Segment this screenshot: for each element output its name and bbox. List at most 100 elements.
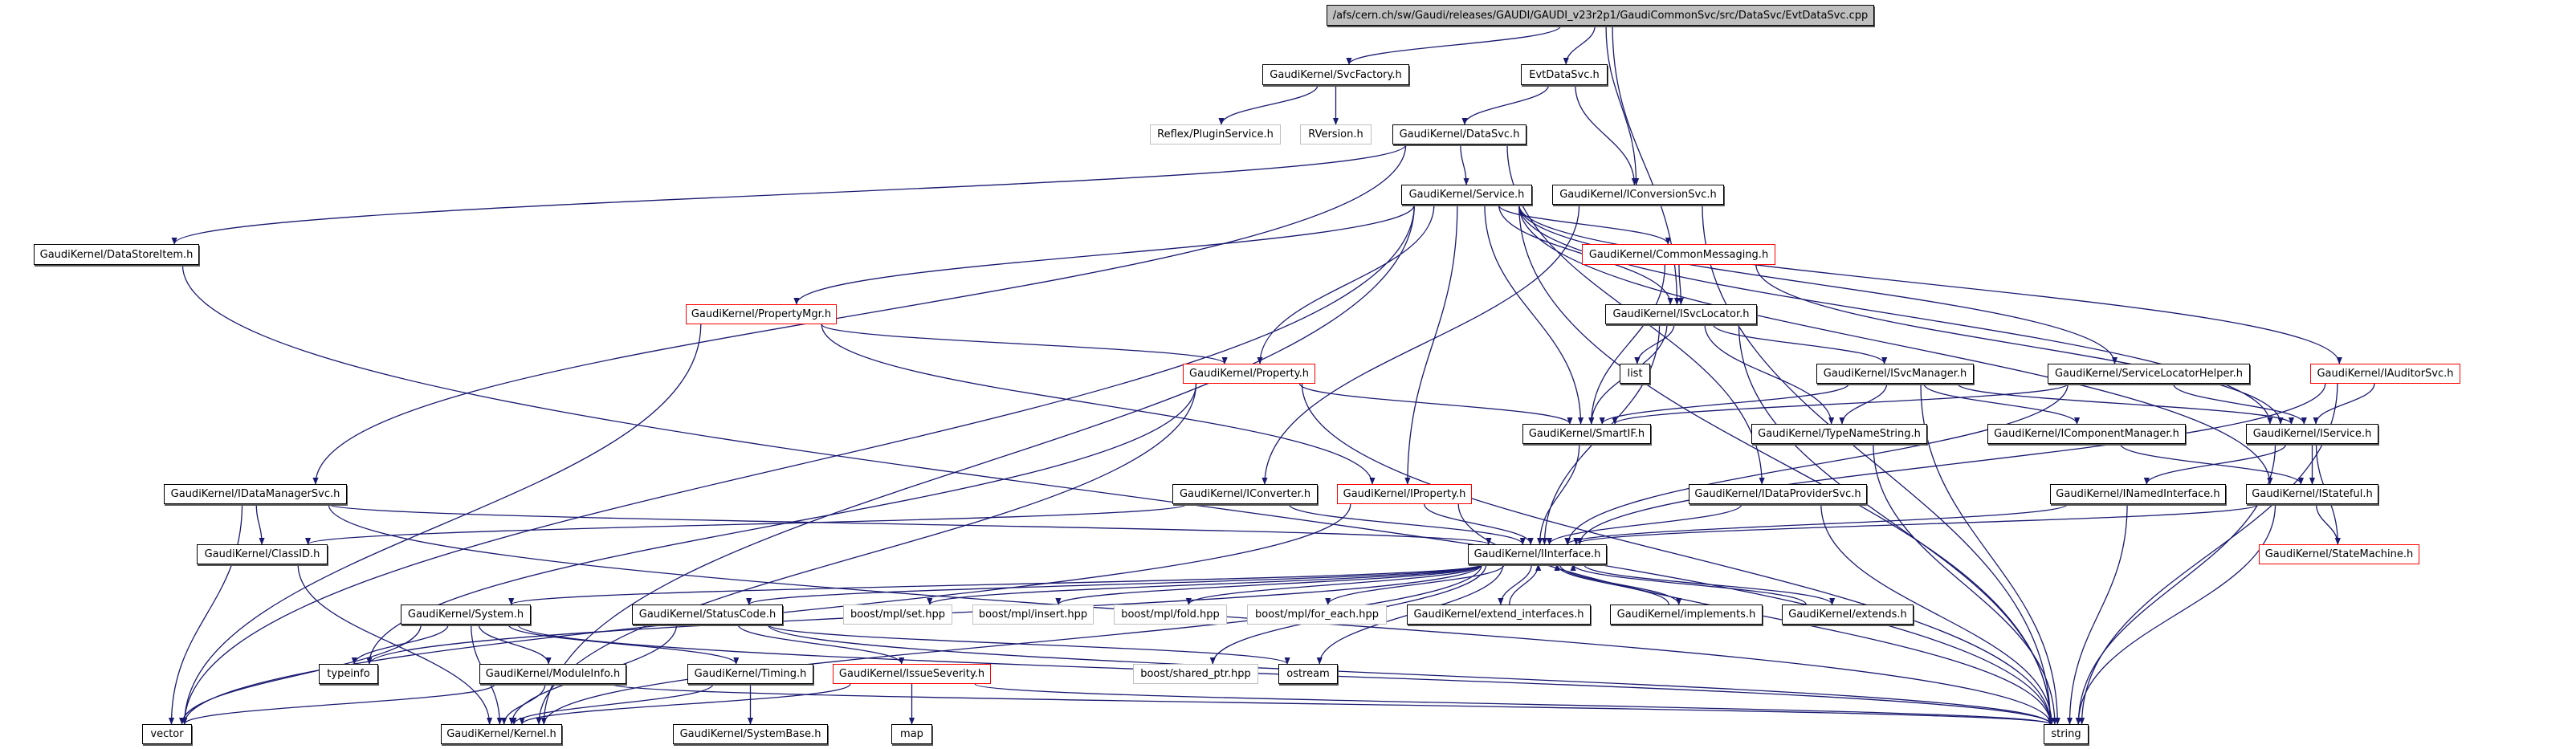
edge-extends-to-iinterface bbox=[1570, 564, 1807, 605]
node-label: ostream bbox=[1286, 668, 1330, 680]
edge-propertymgr-to-property bbox=[821, 324, 1228, 364]
graph-node-idatamanagersvc[interactable]: GaudiKernel/IDataManagerSvc.h bbox=[164, 484, 347, 504]
node-label: boost/mpl/set.hpp bbox=[850, 609, 946, 621]
node-label: GaudiKernel/Kernel.h bbox=[446, 728, 556, 740]
node-label: GaudiKernel/IInterface.h bbox=[1473, 548, 1601, 560]
graph-node-implements[interactable]: GaudiKernel/implements.h bbox=[1610, 604, 1763, 625]
node-label: GaudiKernel/Timing.h bbox=[694, 668, 807, 680]
graph-node-extends[interactable]: GaudiKernel/extends.h bbox=[1782, 604, 1914, 625]
edge-propertymgr-to-vector bbox=[181, 324, 702, 725]
graph-node-evtdatasvc[interactable]: EvtDataSvc.h bbox=[1521, 64, 1608, 85]
edge-isvcmanager-to-iservice bbox=[1957, 383, 2294, 425]
node-label: GaudiKernel/INamedInterface.h bbox=[2056, 488, 2220, 500]
graph-node-icomponentmanager[interactable]: GaudiKernel/IComponentManager.h bbox=[1987, 424, 2186, 444]
graph-node-typenamestring[interactable]: GaudiKernel/TypeNameString.h bbox=[1751, 424, 1927, 444]
node-label: typeinfo bbox=[327, 668, 370, 680]
graph-node-iconversionsvc[interactable]: GaudiKernel/IConversionSvc.h bbox=[1552, 185, 1724, 205]
graph-node-root[interactable]: /afs/cern.ch/sw/Gaudi/releases/GAUDI/GAU… bbox=[1327, 5, 1874, 26]
edge-evtdatasvc-to-datasvc bbox=[1461, 84, 1550, 125]
graph-node-iauditorsvc[interactable]: GaudiKernel/IAuditorSvc.h bbox=[2310, 364, 2460, 384]
graph-node-systembase[interactable]: GaudiKernel/SystemBase.h bbox=[673, 724, 828, 744]
graph-node-list[interactable]: list bbox=[1620, 364, 1650, 384]
graph-node-typeinfo[interactable]: typeinfo bbox=[319, 664, 378, 684]
graph-node-isvcmanager[interactable]: GaudiKernel/ISvcManager.h bbox=[1816, 364, 1974, 384]
node-label: GaudiKernel/extend_interfaces.h bbox=[1413, 609, 1584, 621]
edge-property-to-smartif bbox=[1298, 383, 1573, 425]
graph-node-propertymgr[interactable]: GaudiKernel/PropertyMgr.h bbox=[686, 304, 837, 324]
edge-service-to-servicelocatorhelper bbox=[1518, 204, 2118, 364]
edge-service-to-propertymgr bbox=[793, 204, 1415, 305]
edge-statuscode-to-string bbox=[767, 624, 2053, 725]
node-label: boost/mpl/for_each.hpp bbox=[1255, 609, 1379, 621]
graph-node-moduleinfo[interactable]: GaudiKernel/ModuleInfo.h bbox=[479, 664, 626, 684]
graph-node-datastoreitem[interactable]: GaudiKernel/DataStoreItem.h bbox=[34, 244, 199, 265]
edge-idataprovidersvc-to-iinterface bbox=[1546, 503, 1742, 545]
node-label: EvtDataSvc.h bbox=[1529, 68, 1600, 81]
graph-node-commonmessaging[interactable]: GaudiKernel/CommonMessaging.h bbox=[1582, 244, 1775, 265]
node-label: boost/mpl/insert.hpp bbox=[978, 609, 1088, 621]
graph-node-mplforeach[interactable]: boost/mpl/for_each.hpp bbox=[1247, 604, 1387, 625]
node-label: GaudiKernel/StatusCode.h bbox=[638, 609, 776, 621]
node-label: boost/mpl/fold.hpp bbox=[1121, 609, 1220, 621]
node-label: GaudiKernel/Service.h bbox=[1408, 189, 1525, 201]
graph-node-classid[interactable]: GaudiKernel/ClassID.h bbox=[197, 544, 328, 564]
edge-servicelocatorhelper-to-iinterface bbox=[1565, 383, 2069, 545]
graph-node-system[interactable]: GaudiKernel/System.h bbox=[401, 604, 531, 625]
edge-statuscode-to-issueseverity bbox=[737, 624, 905, 665]
edge-root-to-evtdatasvc bbox=[1563, 25, 1596, 65]
graph-node-service[interactable]: GaudiKernel/Service.h bbox=[1401, 185, 1532, 205]
graph-node-istateful[interactable]: GaudiKernel/IStateful.h bbox=[2246, 484, 2378, 504]
graph-node-property[interactable]: GaudiKernel/Property.h bbox=[1183, 364, 1315, 384]
graph-node-servicelocatorhelper[interactable]: GaudiKernel/ServiceLocatorHelper.h bbox=[2048, 364, 2250, 384]
graph-node-timing[interactable]: GaudiKernel/Timing.h bbox=[687, 664, 813, 684]
graph-node-iinterface[interactable]: GaudiKernel/IInterface.h bbox=[1468, 544, 1607, 564]
graph-node-shared_ptr[interactable]: boost/shared_ptr.hpp bbox=[1133, 664, 1258, 684]
graph-node-kernel[interactable]: GaudiKernel/Kernel.h bbox=[441, 724, 562, 744]
edge-issueseverity-to-string bbox=[974, 683, 2053, 725]
edge-property-to-kernel bbox=[536, 383, 1197, 725]
edge-idatamanagersvc-to-vector bbox=[168, 503, 243, 725]
node-label: GaudiKernel/SystemBase.h bbox=[679, 728, 821, 740]
node-label: GaudiKernel/DataStoreItem.h bbox=[39, 248, 194, 261]
graph-node-iproperty[interactable]: GaudiKernel/IProperty.h bbox=[1337, 484, 1472, 504]
graph-node-datasvc[interactable]: GaudiKernel/DataSvc.h bbox=[1392, 124, 1526, 145]
edge-servicelocatorhelper-to-smartif bbox=[1612, 383, 2069, 425]
graph-node-statuscode[interactable]: GaudiKernel/StatusCode.h bbox=[632, 604, 783, 625]
edge-system-to-vector bbox=[179, 624, 422, 725]
node-label: GaudiKernel/implements.h bbox=[1616, 609, 1756, 621]
node-label: Reflex/PluginService.h bbox=[1157, 128, 1274, 140]
edge-idatamanagersvc-to-iinterface bbox=[328, 503, 1492, 545]
graph-node-string[interactable]: string bbox=[2044, 724, 2089, 744]
edge-iconverter-to-classid bbox=[305, 503, 1188, 545]
node-label: GaudiKernel/IAuditorSvc.h bbox=[2317, 368, 2454, 380]
graph-node-ostream[interactable]: ostream bbox=[1278, 664, 1338, 684]
graph-node-mplset[interactable]: boost/mpl/set.hpp bbox=[843, 604, 952, 625]
node-label: GaudiKernel/IssueSeverity.h bbox=[838, 668, 985, 680]
graph-node-isvclocator[interactable]: GaudiKernel/ISvcLocator.h bbox=[1605, 304, 1757, 324]
node-label: GaudiKernel/SvcFactory.h bbox=[1270, 68, 1402, 81]
graph-node-iservice[interactable]: GaudiKernel/IService.h bbox=[2246, 424, 2378, 444]
edge-statuscode-to-ostream bbox=[767, 624, 1290, 665]
graph-node-mplinsert[interactable]: boost/mpl/insert.hpp bbox=[972, 604, 1094, 625]
graph-node-smartif[interactable]: GaudiKernel/SmartIF.h bbox=[1522, 424, 1651, 444]
graph-node-map[interactable]: map bbox=[891, 724, 932, 744]
edge-service-to-string bbox=[1518, 204, 2053, 725]
edge-istateful-to-string bbox=[2075, 503, 2276, 725]
edge-service-to-iauditorsvc bbox=[1518, 204, 2342, 364]
graph-node-svcfactory[interactable]: GaudiKernel/SvcFactory.h bbox=[1262, 64, 1409, 85]
edge-iinterface-to-mplinsert bbox=[1055, 564, 1482, 605]
graph-node-issueseverity[interactable]: GaudiKernel/IssueSeverity.h bbox=[833, 664, 991, 684]
node-label: GaudiKernel/IComponentManager.h bbox=[1994, 428, 2179, 440]
edge-service-to-property bbox=[1257, 204, 1435, 364]
node-label: boost/shared_ptr.hpp bbox=[1140, 668, 1251, 680]
graph-node-iconverter[interactable]: GaudiKernel/IConverter.h bbox=[1172, 484, 1318, 504]
graph-node-rversion[interactable]: RVersion.h bbox=[1300, 124, 1372, 145]
graph-node-statemachine[interactable]: GaudiKernel/StateMachine.h bbox=[2259, 544, 2419, 564]
graph-node-extend_interfaces[interactable]: GaudiKernel/extend_interfaces.h bbox=[1407, 604, 1591, 625]
graph-node-mplfold[interactable]: boost/mpl/fold.hpp bbox=[1114, 604, 1227, 625]
graph-node-inamedinterface[interactable]: GaudiKernel/INamedInterface.h bbox=[2050, 484, 2226, 504]
graph-node-pluginservice[interactable]: Reflex/PluginService.h bbox=[1150, 124, 1281, 145]
graph-node-idataprovidersvc[interactable]: GaudiKernel/IDataProviderSvc.h bbox=[1689, 484, 1867, 504]
graph-node-vector[interactable]: vector bbox=[142, 724, 192, 744]
